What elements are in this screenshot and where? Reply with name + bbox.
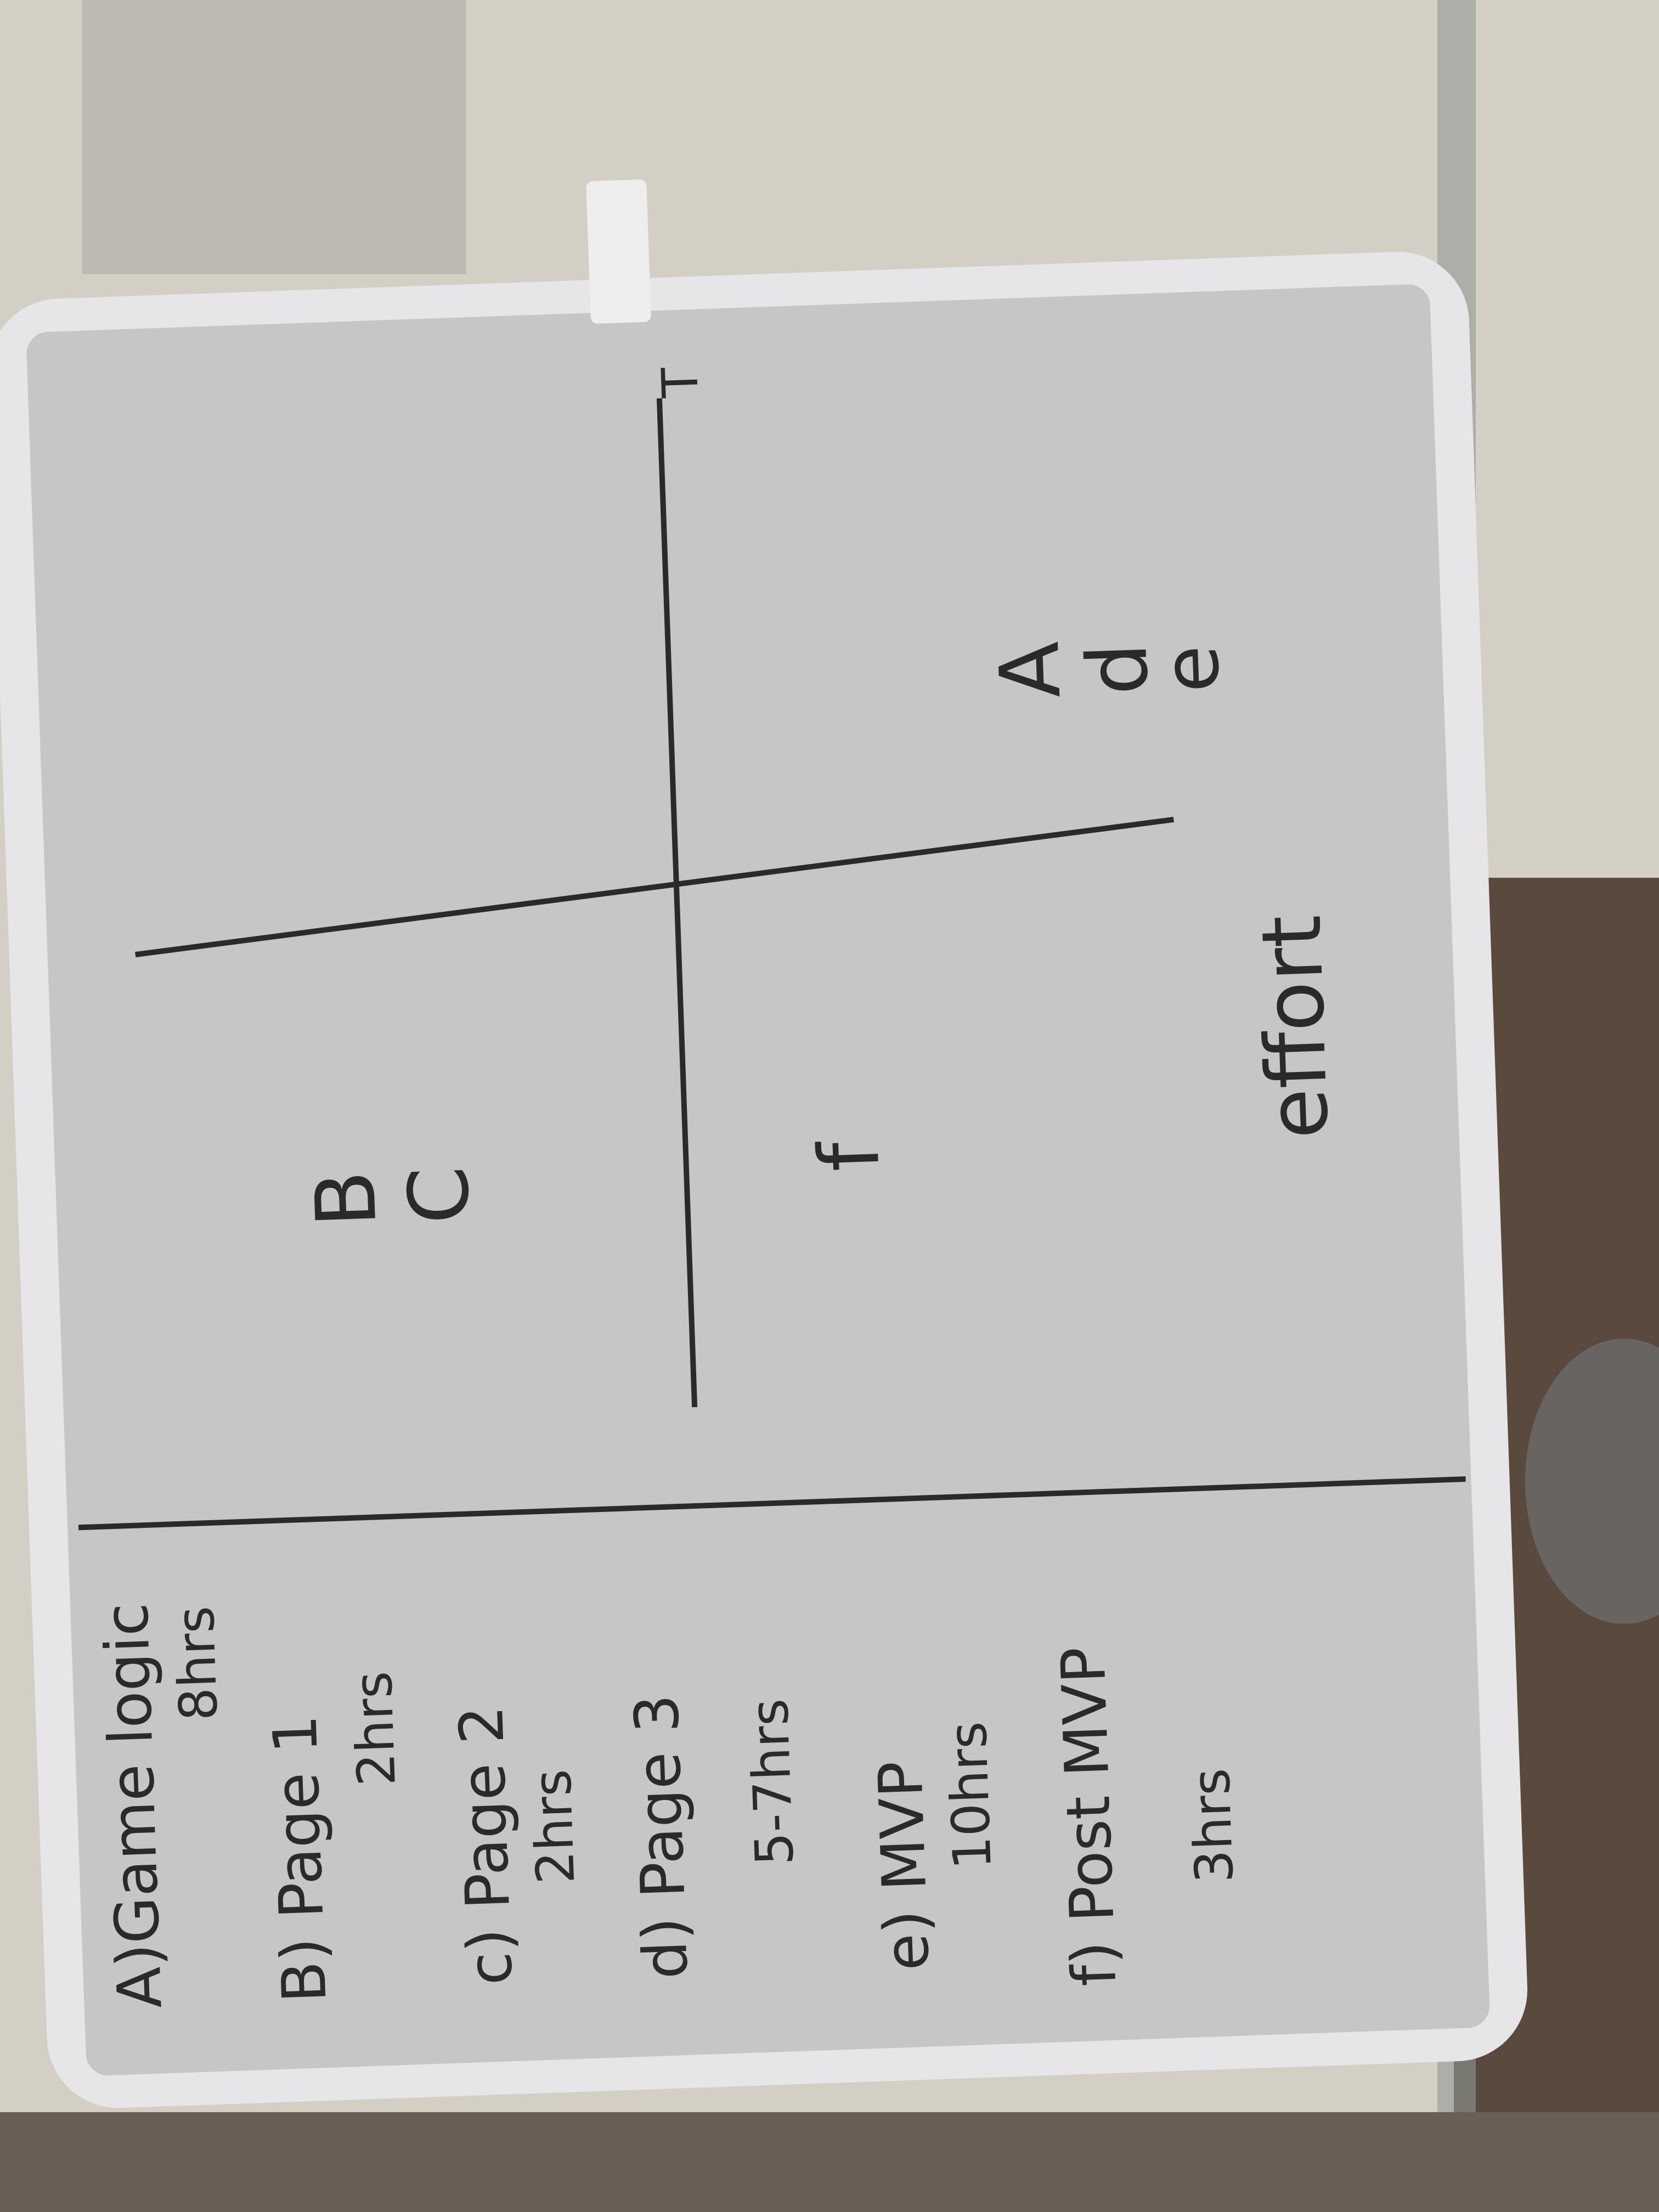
floor-bottom <box>0 2112 1659 2212</box>
quadrant-letter-f: f <box>802 1139 898 1173</box>
task-a-title: A)Game logic <box>91 1602 176 2010</box>
board-clip <box>586 179 651 324</box>
axis-top-label: T <box>651 366 710 399</box>
task-f-title: f) Post MVP <box>1048 1646 1130 1987</box>
glass-shelf-top <box>82 0 466 274</box>
quadrant-letter-d: d <box>1070 641 1167 697</box>
task-c-hours: 2hrs <box>522 1768 586 1885</box>
metal-object <box>1525 1339 1659 1624</box>
task-e-title: e) MVP <box>865 1760 943 1972</box>
task-f-hours: 3hrs <box>1181 1767 1245 1884</box>
task-b-title: B) Page 1 <box>259 1714 340 2004</box>
task-b-hours: 2hrs <box>343 1671 408 1787</box>
task-d-hours: 5-7hrs <box>740 1698 806 1867</box>
quadrant-letter-e: e <box>1146 644 1237 695</box>
task-c-title: c) Page 2 <box>446 1705 526 1987</box>
task-a-hours: 8hrs <box>165 1605 229 1722</box>
quadrant-letter-A: A <box>982 640 1079 700</box>
task-d-title: d) Page 3 <box>621 1694 701 1980</box>
axis-bottom-label: effort <box>1244 913 1347 1141</box>
quadrant-letter-C: C <box>391 1165 489 1226</box>
divider-line <box>78 1476 1466 1531</box>
whiteboard: T effort A d e B C f A)Game logic 8hrs B… <box>0 179 1528 2108</box>
quadrant-letter-B: B <box>298 1169 395 1229</box>
matrix-vertical-axis <box>656 398 698 1408</box>
task-e-hours: 10hrs <box>938 1720 1003 1870</box>
whiteboard-surface <box>26 284 1490 2075</box>
matrix-horizontal-axis <box>135 816 1174 957</box>
